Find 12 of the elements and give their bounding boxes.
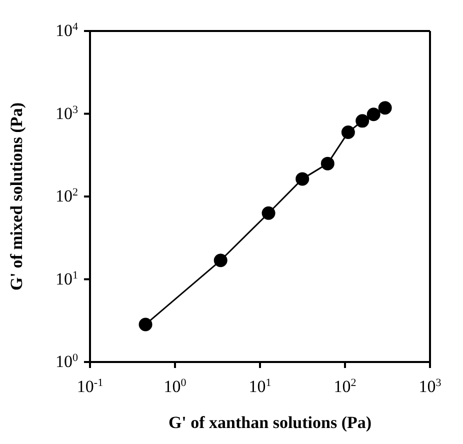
y-tick-label: 10$^{2}$ (56, 186, 78, 206)
x-tick-label: 10$^{-1}$ (76, 377, 104, 396)
y-axis-title: G' of mixed solutions (Pa) (7, 102, 26, 290)
y-tick-label: 10$^{3}$ (56, 104, 78, 123)
x-tick-label: 10$^{0}$ (164, 377, 187, 396)
x-axis-title: G' of xanthan solutions (Pa) (167, 413, 373, 433)
x-tick-label: 10$^{3}$ (418, 377, 442, 396)
x-tick-label: 10$^{1}$ (248, 377, 272, 396)
y-tick-label: 10$^{1}$ (56, 269, 78, 288)
y-tick-label: 10$^{0}$ (56, 352, 78, 371)
y-tick-label: 10$^{4}$ (56, 21, 78, 40)
x-tick-label: 10$^{2}$ (334, 377, 356, 396)
